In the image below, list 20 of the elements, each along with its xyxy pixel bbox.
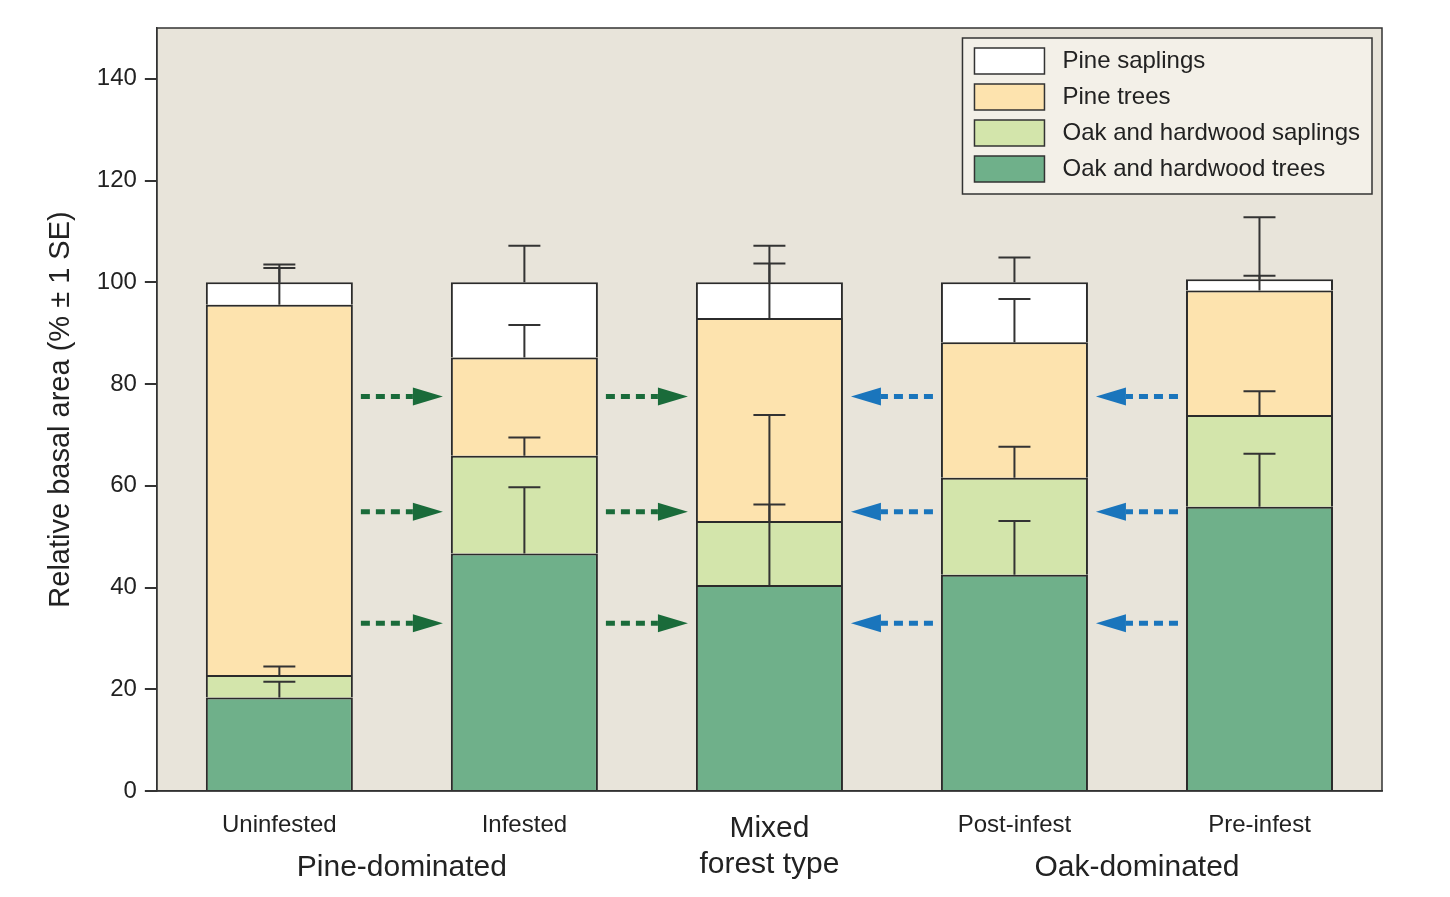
x-tick-label: Mixed forest type xyxy=(699,810,840,880)
legend-label: Oak and hardwood trees xyxy=(1062,153,1326,181)
y-tick-label: 0 xyxy=(123,775,137,803)
x-tick-label: Uninfested xyxy=(221,810,337,838)
x-tick-label: Post-infest xyxy=(957,810,1072,838)
y-tick-label: 140 xyxy=(96,63,137,91)
legend-label: Pine saplings xyxy=(1062,45,1206,73)
y-tick-label: 60 xyxy=(110,470,137,498)
y-axis-title: Relative basal area (% ± 1 SE) xyxy=(43,211,76,608)
text: Pine-dominated xyxy=(296,849,507,883)
text: Oak-dominated xyxy=(1034,849,1240,883)
x-tick-label: Pre-infest xyxy=(1208,810,1312,838)
y-tick-label: 120 xyxy=(96,165,137,193)
y-tick-label: 20 xyxy=(110,673,137,701)
y-tick-label: 80 xyxy=(110,368,137,396)
legend-label: Pine trees xyxy=(1062,81,1171,109)
y-tick-label: 100 xyxy=(96,266,137,294)
legend-label: Oak and hardwood saplings xyxy=(1062,117,1360,145)
x-tick-label: Infested xyxy=(481,810,568,838)
y-tick-label: 40 xyxy=(110,572,137,600)
